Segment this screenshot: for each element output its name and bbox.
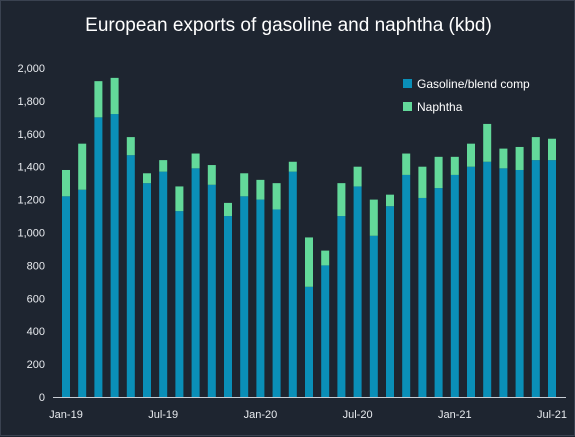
x-tick-label: Jan-21 [438,409,472,421]
bar-naphtha [288,161,297,172]
legend-label: Gasoline/blend comp [417,77,530,91]
bar-gasoline [386,206,394,397]
chart-title: European exports of gasoline and naphtha… [85,15,492,36]
y-tick-label: 200 [27,359,45,371]
bar-gasoline [62,196,70,397]
y-tick-label: 1,600 [17,129,45,141]
bar-naphtha [386,194,394,207]
bar-gasoline [548,160,556,397]
x-tick-label: Jul-20 [343,409,373,421]
bar-gasoline [207,184,216,397]
bar-naphtha [126,137,135,156]
y-tick-label: 800 [27,260,45,272]
bar-gasoline [434,188,443,397]
bar-naphtha [402,153,411,175]
bar-gasoline [450,174,459,397]
bar-gasoline [256,199,265,397]
bar-naphtha [224,202,232,217]
bar-gasoline [191,168,200,397]
x-tick-label: Jan-19 [49,409,83,421]
legend-label: Naphtha [417,100,463,114]
bar-gasoline [369,235,378,397]
bar-naphtha [321,250,330,266]
y-tick-label: 400 [27,326,45,338]
bar-naphtha [110,77,119,115]
bar-naphtha [78,143,87,190]
bar-gasoline [78,189,87,397]
y-tick-label: 1,000 [17,228,45,240]
bar-gasoline [467,166,475,397]
bar-naphtha [515,146,524,170]
y-tick-label: 1,200 [17,195,45,207]
bar-naphtha [499,148,508,169]
bar-gasoline [515,169,524,397]
bar-naphtha [62,169,70,197]
bar-gasoline [143,183,151,397]
x-tick-label: Jan-20 [244,409,278,421]
bar-naphtha [369,199,378,236]
bar-gasoline [240,196,249,397]
bar-gasoline [418,197,427,397]
bar-gasoline [305,286,313,397]
bar-naphtha [94,81,103,118]
bar-naphtha [305,237,313,287]
x-tick-label: Jul-21 [537,409,567,421]
bar-naphtha [418,166,427,198]
bar-gasoline [402,174,411,397]
bar-gasoline [288,171,297,397]
bar-gasoline [159,171,168,397]
bar-naphtha [159,160,168,172]
bar-naphtha [531,137,540,161]
bar-naphtha [191,153,200,169]
bar-naphtha [272,183,281,210]
y-tick-label: 2,000 [17,63,45,75]
legend-swatch [403,102,412,111]
bar-gasoline [353,186,362,397]
bar-naphtha [207,165,216,185]
bar-gasoline [337,216,346,397]
bar-naphtha [240,173,249,197]
bar-naphtha [175,186,184,212]
bar-gasoline [531,160,540,397]
y-tick-label: 600 [27,293,45,305]
bar-naphtha [256,179,265,200]
bar-naphtha [337,183,346,217]
y-tick-label: 1,800 [17,96,45,108]
bar-gasoline [224,216,232,397]
y-tick-label: 1,400 [17,162,45,174]
bar-naphtha [467,143,475,167]
bar-naphtha [143,173,151,184]
bar-naphtha [483,123,492,162]
bar-gasoline [94,117,103,397]
bar-naphtha [450,156,459,175]
bar-naphtha [548,138,556,161]
bar-gasoline [272,209,281,397]
bar-gasoline [175,211,184,397]
y-tick-label: 0 [39,392,45,404]
bar-naphtha [434,156,443,189]
bar-gasoline [110,114,119,397]
bar-gasoline [126,155,135,397]
bar-gasoline [321,265,330,397]
legend-swatch [403,79,412,88]
bar-gasoline [499,168,508,397]
x-tick-label: Jul-19 [148,409,178,421]
bar-gasoline [483,161,492,397]
bar-naphtha [353,166,362,187]
